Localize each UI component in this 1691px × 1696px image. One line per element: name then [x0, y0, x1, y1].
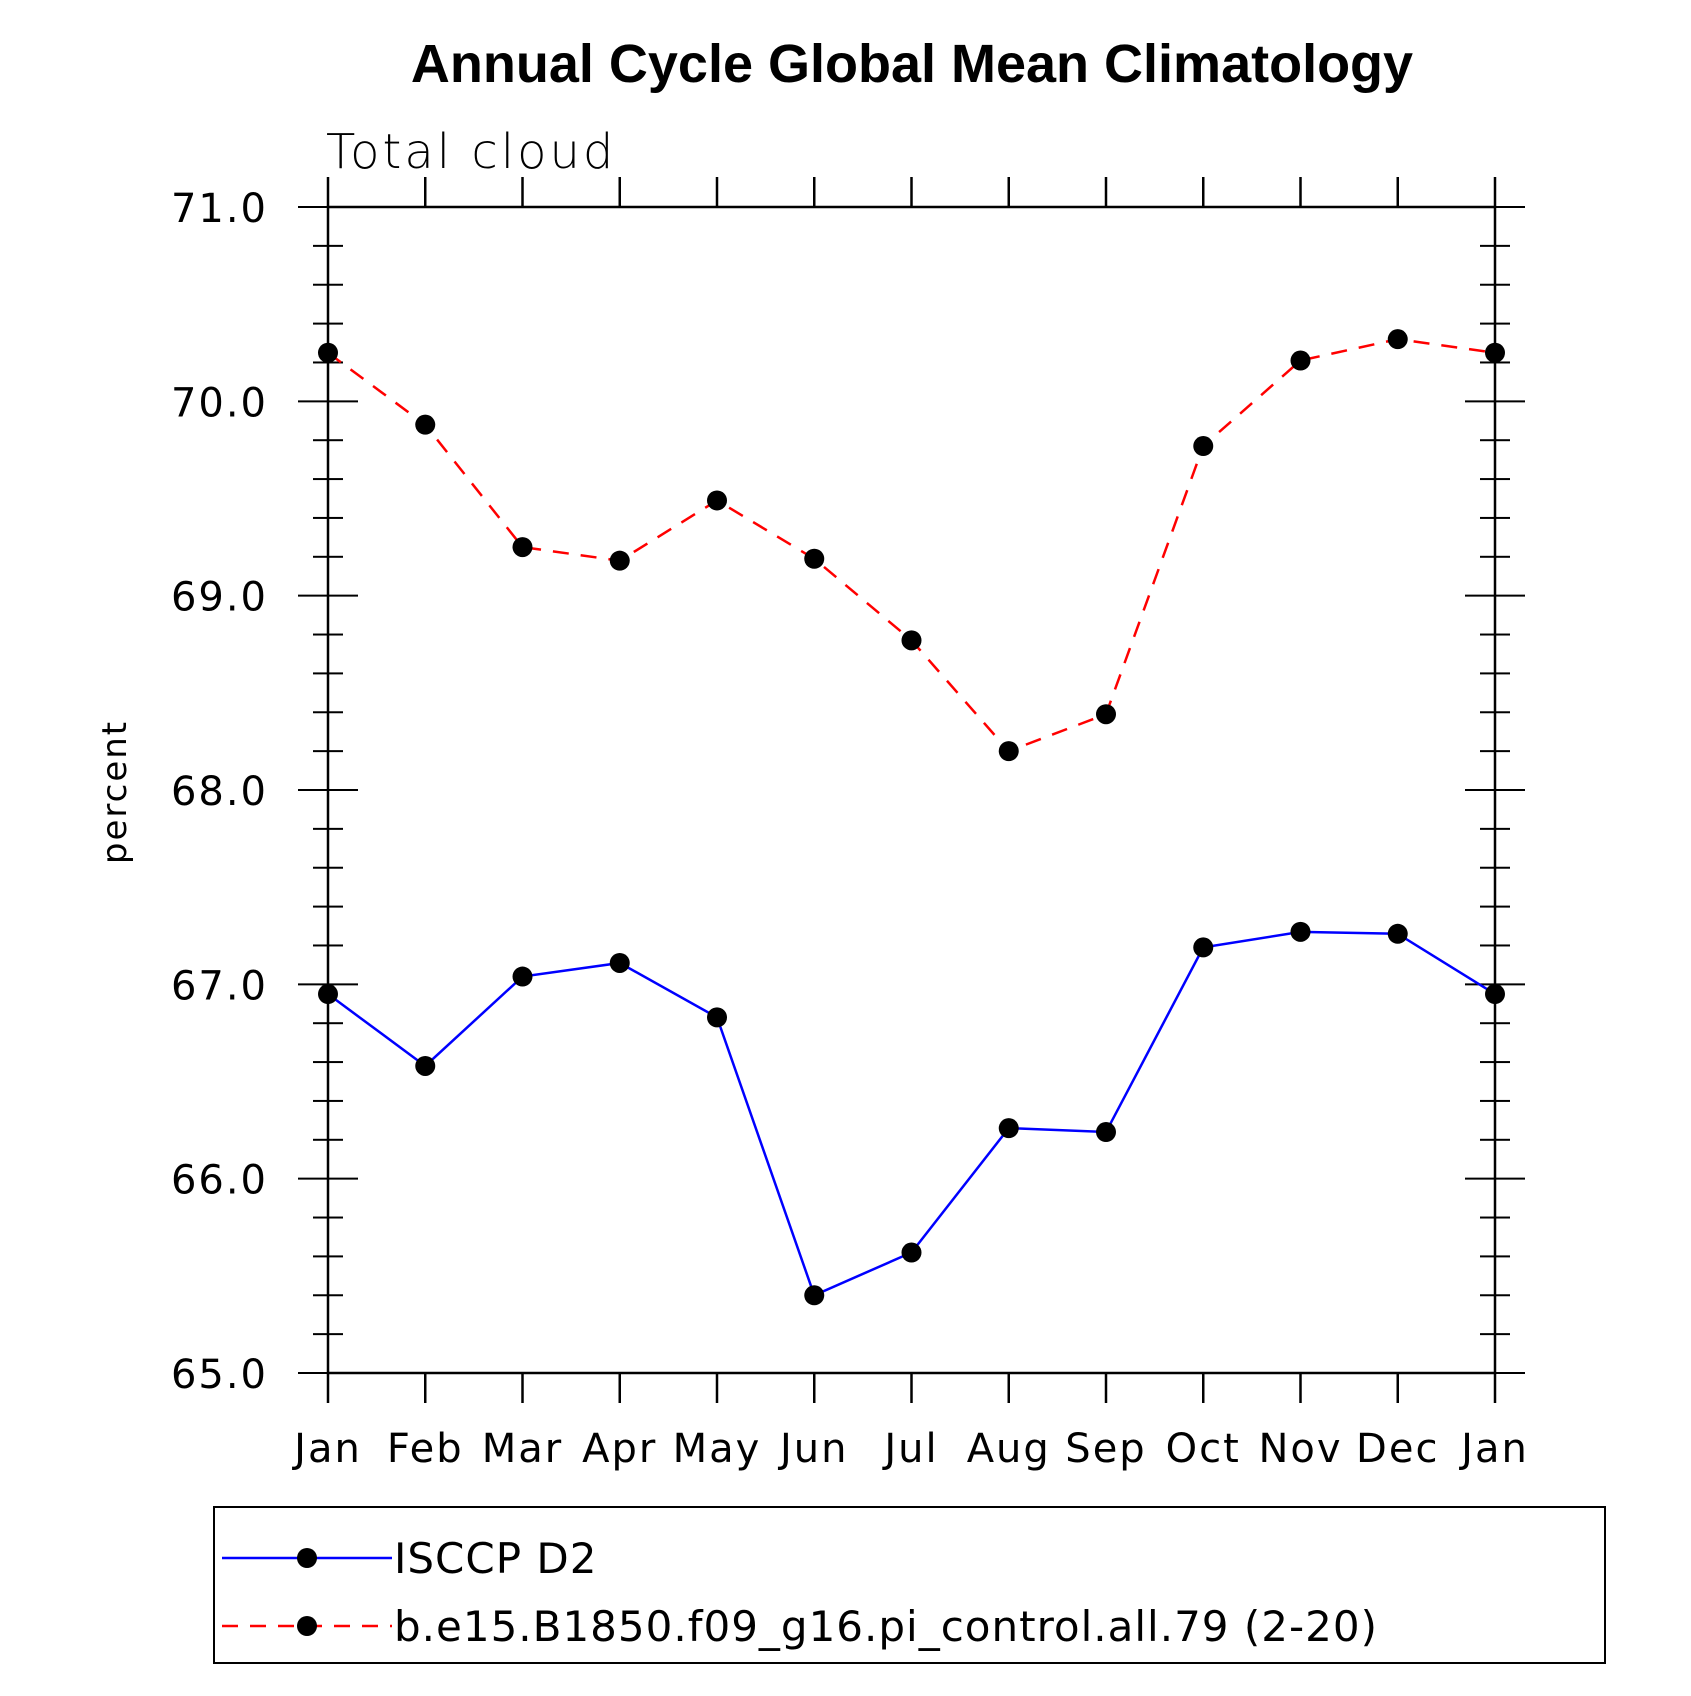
data-point	[1290, 921, 1311, 942]
legend-label: b.e15.B1850.f09_g16.pi_control.all.79 (2…	[394, 1602, 1378, 1651]
y-tick-label: 67.0	[171, 963, 268, 1009]
series-2	[318, 329, 1505, 762]
y-tick-label: 71.0	[171, 186, 268, 232]
legend-entry-2: b.e15.B1850.f09_g16.pi_control.all.79 (2…	[222, 1602, 1378, 1651]
series-line	[327, 930, 1496, 1297]
plot-frame	[326, 205, 1497, 1375]
data-point	[1193, 937, 1214, 958]
x-tick-label: Nov	[1258, 1426, 1342, 1472]
y-axis-label: percent	[95, 720, 135, 864]
x-tick-label: Mar	[482, 1426, 563, 1472]
data-point	[318, 342, 338, 363]
data-point	[901, 1242, 922, 1263]
data-point	[1485, 342, 1505, 363]
chart-title: Annual Cycle Global Mean Climatology	[411, 34, 1413, 94]
data-point	[804, 1285, 825, 1306]
legend-marker	[297, 1548, 317, 1568]
data-point	[1387, 923, 1408, 944]
x-tick-labels: Jan Feb Mar Apr May Jun Jul Aug Sep Oct Nov Dec Jan	[291, 1426, 1529, 1472]
data-point	[998, 741, 1019, 762]
x-tick-label: Sep	[1065, 1426, 1146, 1472]
y-tick-label: 70.0	[171, 380, 268, 426]
legend-box	[213, 1506, 1606, 1664]
data-point	[318, 984, 338, 1005]
data-point	[707, 490, 727, 511]
y-tick-label: 66.0	[171, 1158, 268, 1204]
data-point	[512, 966, 533, 987]
x-tick-label: Feb	[387, 1426, 464, 1472]
data-point	[901, 630, 922, 651]
y-tick-label: 68.0	[171, 769, 268, 815]
y-tick-labels: 65.0 66.0 67.0 68.0 69.0 70.0 71.0	[171, 186, 268, 1398]
data-point	[609, 550, 630, 571]
legend-label: ISCCP D2	[394, 1534, 597, 1583]
data-point	[707, 1007, 727, 1028]
x-tick-label: Dec	[1356, 1426, 1439, 1472]
data-point	[1096, 1122, 1116, 1143]
x-tick-label: Jul	[881, 1426, 938, 1472]
data-point	[1387, 329, 1408, 350]
data-point	[1485, 984, 1505, 1005]
x-tick-label: Aug	[967, 1426, 1051, 1472]
legend-entry-1: ISCCP D2	[222, 1534, 597, 1583]
x-tick-label: May	[673, 1426, 762, 1472]
series	[318, 329, 1505, 1306]
data-point	[998, 1118, 1019, 1139]
x-tick-label: Jan	[1458, 1426, 1529, 1472]
x-tick-label: Jan	[291, 1426, 362, 1472]
data-point	[1193, 436, 1214, 457]
data-point	[512, 537, 533, 558]
data-point	[415, 414, 436, 435]
chart-subtitle: Total cloud	[326, 124, 616, 180]
data-point	[1096, 704, 1116, 725]
data-point	[415, 1055, 436, 1076]
data-point	[1290, 350, 1311, 371]
legend: ISCCP D2 b.e15.B1850.f09_g16.pi_control.a…	[222, 1534, 1378, 1651]
x-tick-label: Jun	[777, 1426, 849, 1472]
x-tick-label: Oct	[1166, 1426, 1241, 1472]
series-line	[327, 337, 1496, 753]
data-point	[804, 548, 825, 569]
y-tick-label: 69.0	[171, 575, 268, 621]
x-tick-label: Apr	[582, 1426, 657, 1472]
y-tick-label: 65.0	[171, 1352, 268, 1398]
legend-marker	[297, 1616, 317, 1636]
series-1	[318, 921, 1505, 1306]
data-point	[609, 952, 630, 973]
ticks	[298, 177, 1525, 1403]
